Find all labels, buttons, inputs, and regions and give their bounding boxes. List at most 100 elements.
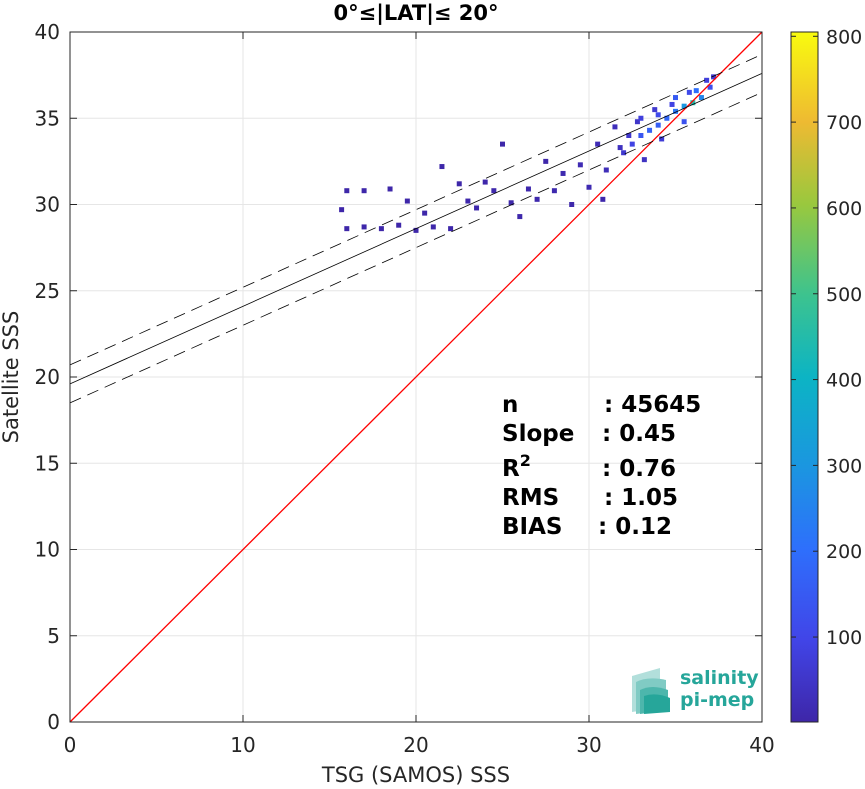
density-point [638,133,644,138]
density-point [707,84,713,90]
y-tick-label: 35 [35,106,60,130]
x-tick-label: 10 [230,733,255,757]
colorbar-tick-label: 500 [826,284,862,306]
density-point [577,162,583,168]
density-point [655,122,661,128]
density-point [500,141,505,147]
salinity-pimep-logo: salinity pi-mep [632,667,759,714]
density-point [387,186,393,192]
stat-label: RMS [502,485,559,511]
density-point [396,222,402,228]
stat-value: : 0.12 [598,514,672,540]
y-tick-label: 25 [35,279,60,303]
density-point [560,170,566,176]
density-point [344,188,350,194]
density-point [634,119,640,125]
density-point [626,133,632,138]
density-points [339,74,717,233]
colorbar-tick-label: 200 [826,541,862,563]
density-point [508,200,514,206]
stat-label: R2 [502,451,531,482]
y-tick-label: 20 [35,365,60,389]
density-point [652,107,658,113]
density-point [430,224,436,230]
density-point [595,141,601,147]
density-point [681,119,687,125]
y-tick-label: 40 [35,20,60,44]
x-tick-label: 20 [403,733,428,757]
density-point [474,205,480,211]
density-point [629,141,635,147]
density-point [673,95,678,101]
colorbar-tick-label: 700 [826,112,862,134]
density-point [517,214,523,220]
density-point [617,145,623,151]
y-tick-label: 0 [47,710,60,734]
regression-upper-bound-line [69,54,763,366]
density-point [698,95,704,101]
colorbar-tick-label: 600 [826,198,862,220]
colorbar-ticks: 100 200 300 400 500 600 700 800 [791,26,862,649]
chart-title: 0°≤|LAT|≤ 20° [333,1,498,26]
colorbar-tick-label: 300 [826,455,862,477]
density-point [439,164,445,170]
density-point [422,210,428,216]
stat-label: Slope [502,421,574,447]
density-point [361,224,367,230]
y-tick-label: 15 [35,451,60,475]
density-point [543,158,549,164]
density-point [465,198,471,204]
wave-logo-icon [632,668,670,714]
stat-label: BIAS [502,514,562,540]
density-point [686,89,692,95]
logo-text-line1: salinity [680,667,759,689]
stat-value: : 0.76 [602,456,676,482]
density-point [612,124,618,130]
density-point [647,127,653,133]
density-point [600,196,606,202]
x-axis-label: TSG (SAMOS) SSS [321,763,510,787]
density-point [681,103,687,109]
stat-value: : 1.05 [604,485,678,511]
axis-ticks: 0 10 20 30 40 0 5 10 15 20 25 30 35 40 [35,20,775,757]
density-point [525,186,531,192]
stat-value: : 45645 [604,392,701,418]
density-point [586,184,592,190]
density-point [534,196,540,202]
colorbar-tick-label: 800 [826,26,862,48]
density-point [551,188,557,194]
regression-lines [69,31,763,723]
x-tick-label: 0 [64,733,77,757]
x-tick-label: 40 [749,733,774,757]
logo-text-line2: pi-mep [680,689,754,711]
density-point [413,227,419,233]
density-point [621,150,627,156]
density-point [638,115,644,121]
density-point [704,77,710,83]
density-point [664,115,670,121]
density-point [711,74,717,80]
density-point [673,108,678,114]
density-point [404,198,410,204]
density-point [339,207,345,213]
stat-superscript: 2 [520,451,531,470]
density-point [690,100,696,106]
density-point [482,179,488,185]
density-point [641,157,647,163]
density-point [491,188,497,194]
density-point [569,202,575,207]
y-tick-label: 5 [47,624,60,648]
colorbar [790,31,819,723]
y-tick-label: 10 [35,538,60,562]
stat-value: : 0.45 [602,421,676,447]
density-point [378,226,384,232]
x-tick-label: 30 [576,733,601,757]
density-point [448,226,454,232]
colorbar-tick-label: 400 [826,370,862,392]
y-tick-label: 30 [35,193,60,217]
density-point [655,112,661,118]
density-point [361,188,367,194]
colorbar-tick-label: 100 [826,627,862,649]
statistics-box: n: 45645 Slope: 0.45 R2: 0.76 RMS: 1.05 BIAS… [502,392,701,540]
identity-line [69,31,763,723]
